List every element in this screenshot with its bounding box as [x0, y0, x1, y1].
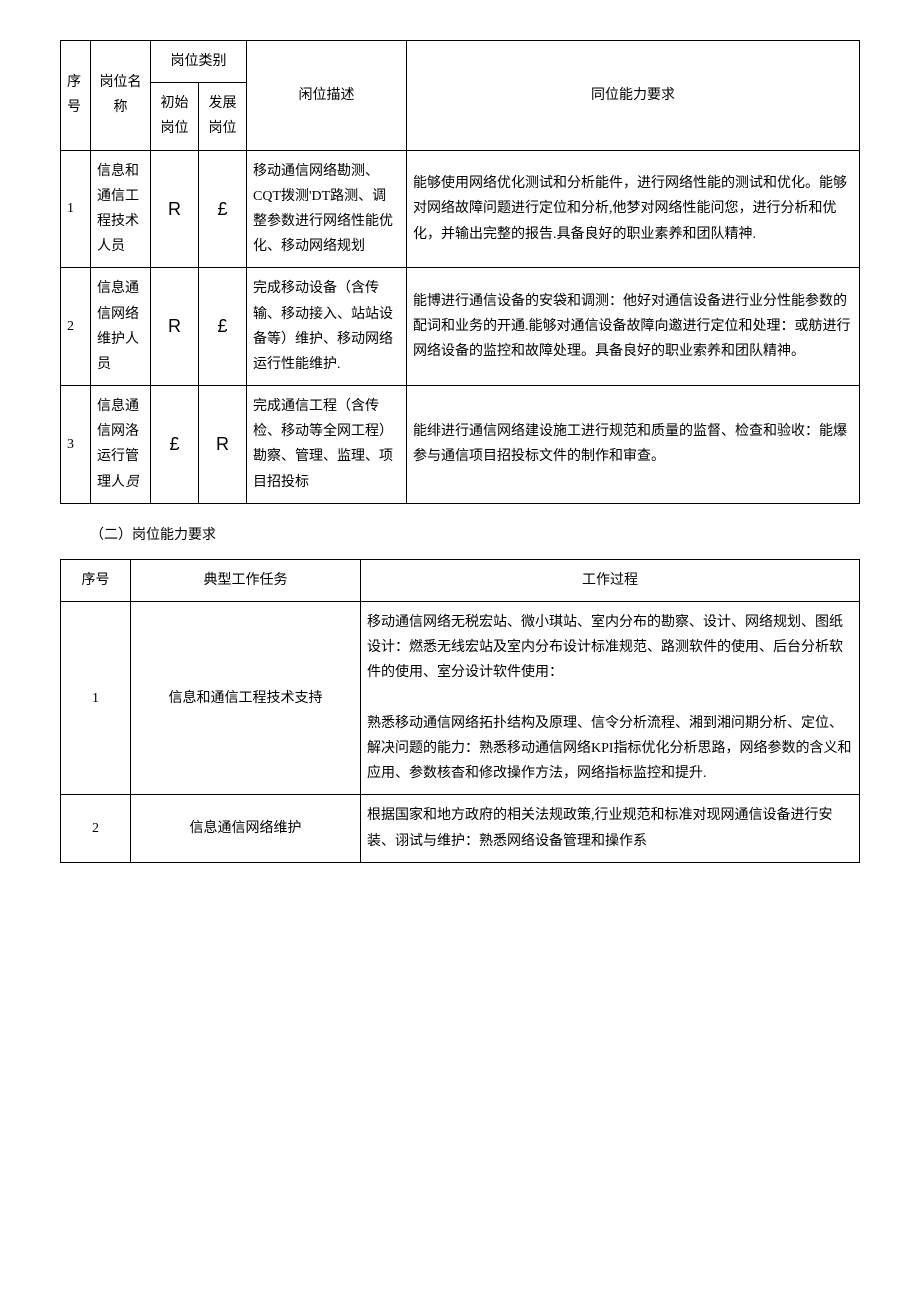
cell-seq: 2: [61, 795, 131, 862]
table-row: 2 信息通信网络维护 根据国家和地方政府的相关法规政策,行业规范和标准对现网通信…: [61, 795, 860, 862]
table-row: 1 信息和通信工程技术人员 R £ 移动通信网络勘测、CQT拨测'DT路测、调整…: [61, 150, 860, 268]
header-desc: 闲位描述: [247, 41, 407, 151]
header-process: 工作过程: [361, 559, 860, 601]
header-seq: 序号: [61, 41, 91, 151]
cell-seq: 1: [61, 602, 131, 795]
header-develop: 发展岗位: [199, 83, 247, 150]
table-header-row: 序号 典型工作任务 工作过程: [61, 559, 860, 601]
header-req: 同位能力要求: [407, 41, 860, 151]
cell-req: 能绯进行通信网络建设施工进行规范和质量的监督、检查和验收：能爆参与通信项目招投标…: [407, 386, 860, 504]
header-seq: 序号: [61, 559, 131, 601]
cell-name: 信息和通信工程技术人员: [91, 150, 151, 268]
cell-desc: 完成通信工程（含传检、移动等全网工程）勘察、管理、监理、项目招投标: [247, 386, 407, 504]
header-task: 典型工作任务: [131, 559, 361, 601]
cell-process: 根据国家和地方政府的相关法规政策,行业规范和标准对现网通信设备进行安装、诩试与维…: [361, 795, 860, 862]
cell-seq: 2: [61, 268, 91, 386]
header-name: 岗位名称: [91, 41, 151, 151]
cell-develop: R: [199, 386, 247, 504]
cell-develop: £: [199, 150, 247, 268]
table-row: 3 信息通信网洛运行管理人员 £ R 完成通信工程（含传检、移动等全网工程）勘察…: [61, 386, 860, 504]
cell-initial: R: [151, 150, 199, 268]
ability-requirements-table: 序号 典型工作任务 工作过程 1 信息和通信工程技术支持 移动通信网络无税宏站、…: [60, 559, 860, 863]
cell-name: 信息通信网洛运行管理人员: [91, 386, 151, 504]
header-category: 岗位类别: [151, 41, 247, 83]
cell-desc: 完成移动设备（含传输、移动接入、站站设备等）维护、移动网络运行性能维护.: [247, 268, 407, 386]
cell-seq: 1: [61, 150, 91, 268]
cell-task: 信息通信网络维护: [131, 795, 361, 862]
cell-initial: £: [151, 386, 199, 504]
cell-initial: R: [151, 268, 199, 386]
cell-process: 移动通信网络无税宏站、微小琪站、室内分布的勘察、设计、网络规划、图纸设计：燃悉无…: [361, 602, 860, 795]
job-position-table: 序号 岗位名称 岗位类别 闲位描述 同位能力要求 初始岗位 发展岗位 1 信息和…: [60, 40, 860, 504]
cell-req: 能够使用网络优化测试和分析能件，进行网络性能的测试和优化。能够对网络故障问题进行…: [407, 150, 860, 268]
header-initial: 初始岗位: [151, 83, 199, 150]
cell-develop: £: [199, 268, 247, 386]
section-title: （二）岗位能力要求: [90, 524, 860, 544]
cell-task: 信息和通信工程技术支持: [131, 602, 361, 795]
cell-req: 能博进行通信设备的安袋和调测：他好对通信设备进行业分性能参数的配词和业务的开通.…: [407, 268, 860, 386]
table-row: 2 信息通信网络维护人员 R £ 完成移动设备（含传输、移动接入、站站设备等）维…: [61, 268, 860, 386]
cell-name: 信息通信网络维护人员: [91, 268, 151, 386]
cell-desc: 移动通信网络勘测、CQT拨测'DT路测、调整参数进行网络性能优化、移动网络规划: [247, 150, 407, 268]
table-header-row-1: 序号 岗位名称 岗位类别 闲位描述 同位能力要求: [61, 41, 860, 83]
cell-seq: 3: [61, 386, 91, 504]
table-row: 1 信息和通信工程技术支持 移动通信网络无税宏站、微小琪站、室内分布的勘察、设计…: [61, 602, 860, 795]
